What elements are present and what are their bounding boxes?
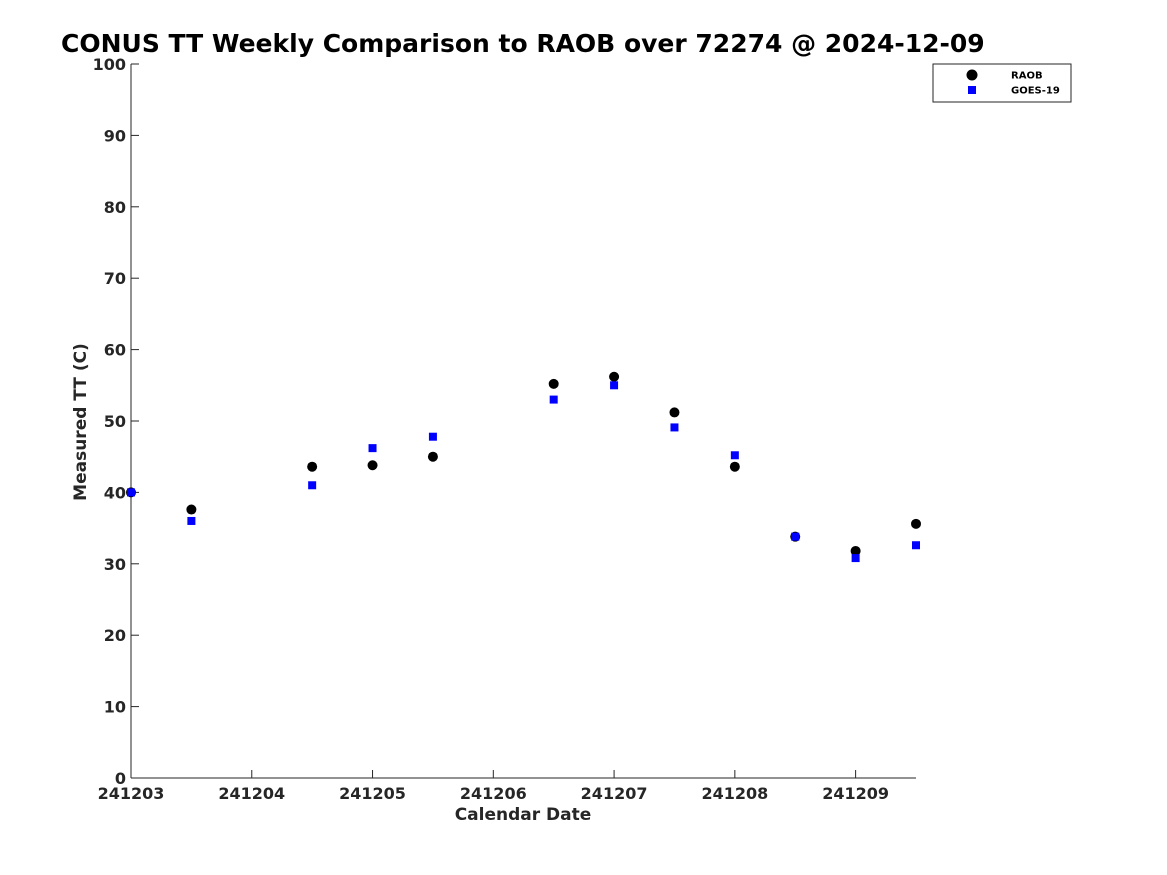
goes-19-point [670,423,679,432]
goes-19-point [368,444,377,453]
legend-marker [968,86,976,94]
raob-point [911,518,921,529]
raob-point [548,378,559,389]
goes-19-point [851,554,860,563]
goes-19-point [187,516,196,525]
raob-point [427,451,438,462]
y-tick-label: 60 [104,341,126,360]
legend-entry-label: GOES-19 [1011,86,1060,97]
y-tick-label: 30 [104,555,126,574]
legend-box [932,63,1072,103]
y-tick-label: 100 [93,55,126,74]
x-tick-label: 241205 [339,784,406,803]
legend: RAOB GOES-19 [932,63,1072,103]
goes-19-point [912,541,920,550]
raob-point [850,545,861,556]
goes-19-point [610,381,619,390]
series-raob [126,371,921,556]
raob-point [609,371,620,382]
raob-point [307,461,318,472]
series-goes-19 [127,381,920,563]
y-tick-label: 40 [104,483,126,502]
x-tick-label: 241206 [460,784,527,803]
goes-19-point [549,395,558,404]
raob-point [186,504,197,515]
y-tick-label: 90 [104,126,126,145]
y-axis-ticks: 0 10 20 30 40 50 60 70 80 90 100 [93,55,139,788]
goes-19-point [308,481,317,490]
y-tick-label: 50 [104,412,126,431]
goes-19-point [791,532,800,541]
y-tick-label: 80 [104,198,126,217]
y-tick-label: 20 [104,626,126,645]
raob-point [367,460,378,471]
x-axis-label: Calendar Date [455,805,592,825]
chart-title: CONUS TT Weekly Comparison to RAOB over … [61,29,985,58]
x-tick-label: 241204 [218,784,285,803]
goes-19-point [428,432,437,441]
y-axis-label: Measured TT (C) [71,343,91,501]
raob-point [729,461,740,472]
legend-entry-label: RAOB [1011,71,1043,82]
goes-19-point [127,488,135,497]
x-tick-label: 241209 [822,784,889,803]
x-tick-label: 241207 [581,784,648,803]
goes-19-point [730,451,739,460]
y-tick-label: 10 [104,698,126,717]
series-layer [126,371,921,563]
legend-marker [966,69,978,81]
x-axis-ticks: 241203 241204 241205 241206 241207 241208 2412… [98,770,889,803]
y-tick-label: 0 [115,769,126,788]
x-tick-label: 241208 [701,784,768,803]
raob-point [669,407,680,418]
x-tick-label: 241203 [98,784,165,803]
y-tick-label: 70 [104,269,126,288]
